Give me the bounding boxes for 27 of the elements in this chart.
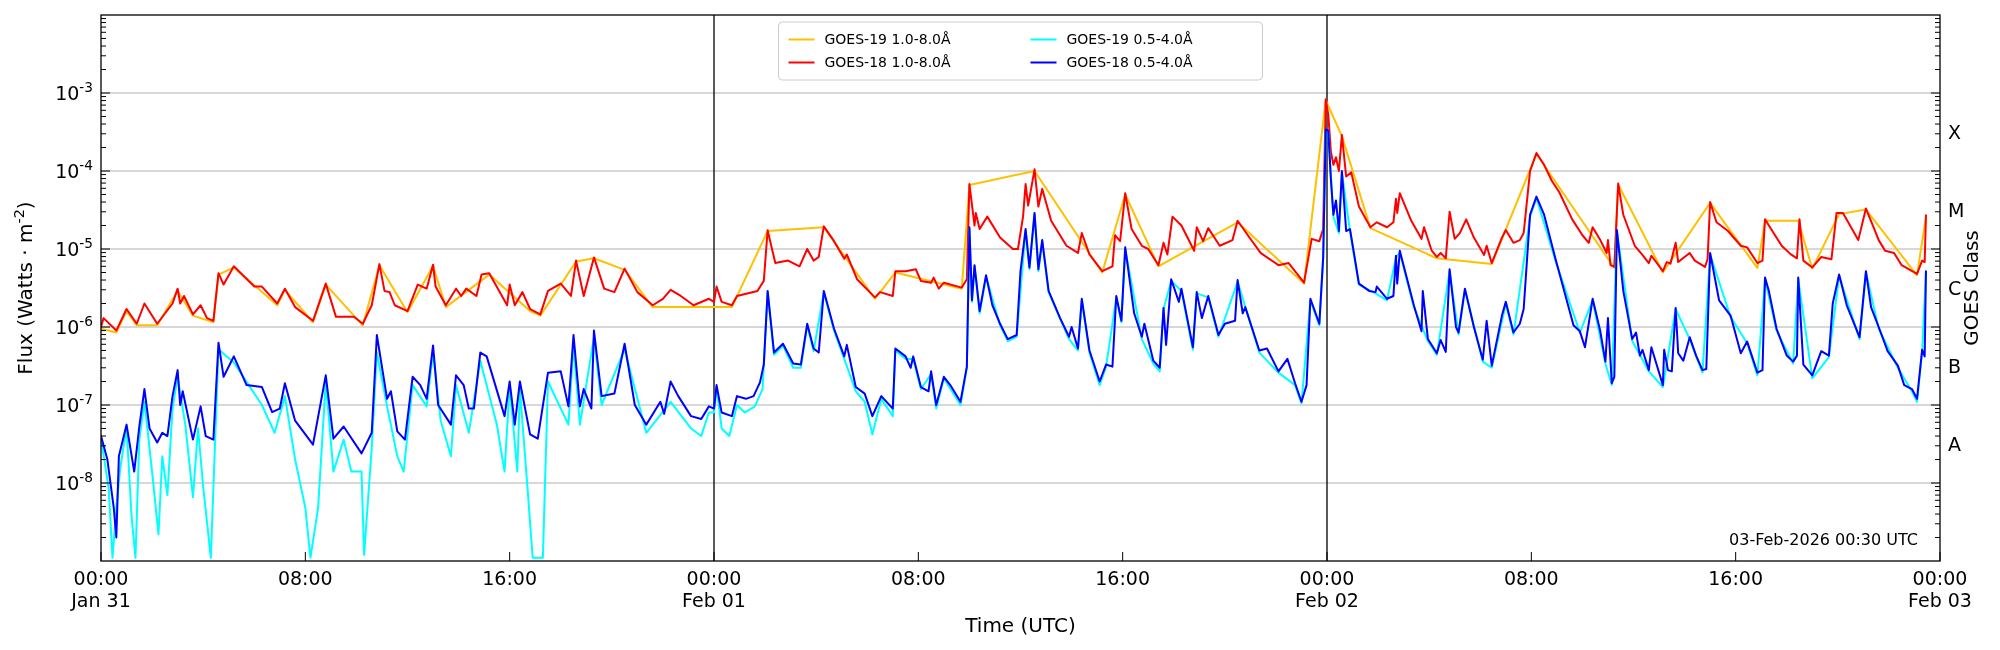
y-tick-label: 10$^{-8}$ [55,468,93,494]
category-label: A [1948,432,1961,455]
legend-label: GOES-18 0.5-4.0Å [1066,54,1193,71]
legend-label: GOES-19 1.0-8.0Å [824,31,951,48]
category-label: C [1948,276,1962,299]
category-label: X [1948,120,1962,143]
x-tick-label: 00:00 Feb 03 [1908,567,1972,611]
category-label: M [1948,198,1965,221]
x-axis-title: Time (UTC) [964,613,1076,637]
x-tick-label: 16:00 [1708,567,1764,589]
x-tick-label: 00:00 Feb 02 [1295,567,1359,611]
x-tick-label: 16:00 [482,567,538,589]
y-tick-label: 10$^{-7}$ [55,390,93,416]
x-tick-label: 00:00 Feb 01 [682,567,746,611]
x-tick-label: 08:00 [1503,567,1559,589]
y-tick-label: 10$^{-4}$ [55,156,93,182]
x-tick-label: 08:00 [890,567,946,589]
category-label: B [1948,354,1962,377]
x-tick-label: 00:00 Jan 31 [70,567,131,611]
legend-label: GOES-19 0.5-4.0Å [1066,31,1193,48]
legend-label: GOES-18 1.0-8.0Å [824,54,951,71]
y-tick-label: 10$^{-3}$ [55,78,93,104]
y-tick-label: 10$^{-5}$ [55,234,93,260]
y-tick-label: 10$^{-6}$ [55,312,93,338]
x-tick-label: 08:00 [277,567,333,589]
x-tick-label: 16:00 [1095,567,1151,589]
annotation: 03-Feb-2026 00:30 UTC [1729,530,1918,549]
